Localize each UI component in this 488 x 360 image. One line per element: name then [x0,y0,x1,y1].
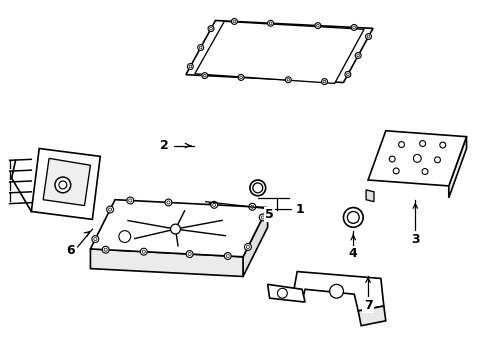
Circle shape [365,33,371,40]
Circle shape [108,208,111,211]
Circle shape [252,183,262,193]
Circle shape [355,53,361,58]
Circle shape [286,78,289,81]
Polygon shape [358,306,385,326]
Circle shape [208,26,214,32]
Polygon shape [90,200,267,257]
Circle shape [119,231,130,243]
Polygon shape [31,148,100,219]
Circle shape [285,77,291,83]
Circle shape [197,45,203,50]
Circle shape [94,238,97,240]
Polygon shape [448,137,466,198]
Circle shape [250,205,253,208]
Circle shape [106,206,113,213]
Circle shape [269,22,271,24]
Polygon shape [366,190,373,202]
Circle shape [164,199,172,206]
Circle shape [412,154,420,162]
Text: 5: 5 [264,208,273,221]
Circle shape [388,156,394,162]
Circle shape [92,236,99,243]
Circle shape [323,80,325,83]
Circle shape [238,75,244,80]
Circle shape [224,253,231,260]
Circle shape [346,73,348,76]
Circle shape [188,252,191,256]
Polygon shape [185,21,372,82]
Circle shape [352,26,355,29]
Circle shape [203,74,206,77]
Circle shape [186,251,193,257]
Circle shape [189,65,191,68]
Circle shape [329,284,343,298]
Circle shape [314,23,320,28]
Polygon shape [43,158,90,206]
Circle shape [267,20,273,26]
Circle shape [398,141,404,148]
Circle shape [128,199,132,202]
Polygon shape [243,208,267,276]
Circle shape [421,168,427,175]
Circle shape [199,46,202,49]
Circle shape [434,157,440,163]
Text: 4: 4 [348,247,357,260]
Circle shape [419,141,425,147]
Text: 7: 7 [363,298,372,311]
Text: 2: 2 [160,139,168,152]
Circle shape [439,142,445,148]
Circle shape [104,248,107,251]
Circle shape [233,20,235,23]
Circle shape [249,180,265,196]
Circle shape [321,78,327,85]
Circle shape [212,203,215,206]
Circle shape [210,201,217,208]
Circle shape [209,27,212,30]
Circle shape [248,203,255,210]
Circle shape [277,288,287,298]
Polygon shape [90,249,243,276]
Circle shape [350,24,356,30]
Circle shape [343,208,363,227]
Circle shape [316,24,319,27]
Text: 1: 1 [295,203,304,216]
Circle shape [202,73,207,78]
Circle shape [259,214,265,221]
Circle shape [55,177,71,193]
Circle shape [246,246,249,248]
Circle shape [366,35,369,38]
Circle shape [142,250,145,253]
Circle shape [226,255,229,257]
Polygon shape [194,21,364,84]
Circle shape [356,54,359,57]
Circle shape [187,64,193,69]
Circle shape [166,201,170,204]
Circle shape [392,168,398,174]
Polygon shape [367,131,466,186]
Text: 6: 6 [66,244,75,257]
Circle shape [239,76,242,79]
Circle shape [231,18,237,24]
Polygon shape [267,284,305,302]
Circle shape [244,243,251,251]
Circle shape [59,181,67,189]
Circle shape [170,224,180,234]
Circle shape [346,212,359,223]
Polygon shape [292,271,383,311]
Circle shape [102,246,109,253]
Circle shape [140,248,147,255]
Circle shape [344,71,350,77]
Circle shape [126,197,133,204]
Circle shape [261,216,264,219]
Text: 3: 3 [410,233,419,246]
